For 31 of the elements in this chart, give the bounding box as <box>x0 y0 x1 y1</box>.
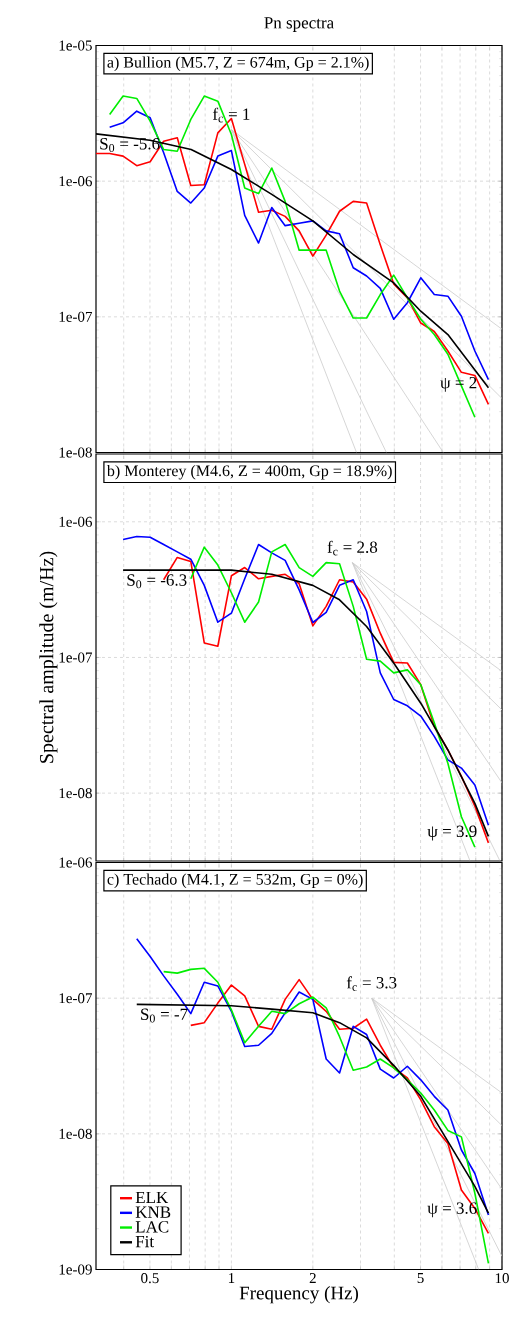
x-tick-label: 5 <box>417 1273 424 1284</box>
legend-label: Fit <box>135 1235 155 1248</box>
x-tick-label: 1 <box>228 1273 235 1283</box>
annotation: f$_{c}$ = 1 <box>212 107 250 123</box>
annotation: f$_{c}$ = 2.8 <box>327 540 378 556</box>
y-tick-label: 1e-08 <box>59 788 92 799</box>
x-tick-label: 2 <box>309 1273 316 1283</box>
text: c) Techado (M4.1, Z = 532m, Gp = 0%) <box>107 873 363 888</box>
y-tick-label: 1e-06 <box>59 857 93 868</box>
x-tick-label: 10 <box>495 1273 509 1284</box>
legend-label: ELK <box>135 1191 169 1204</box>
x-tick-label: 0.5 <box>141 1273 159 1284</box>
y-tick-label: 1e-08 <box>59 1128 92 1139</box>
y-tick-label: 1e-06 <box>59 176 93 187</box>
y-axis-title: Spectral amplitude (m/Hz) <box>39 551 58 763</box>
y-tick-label: 1e-07 <box>59 311 93 322</box>
chart-title: Pn spectra <box>264 17 334 32</box>
legend-label: LAC <box>135 1221 169 1233</box>
y-tick-label: 1e-08 <box>59 447 92 458</box>
x-axis-title: Frequency (Hz) <box>239 1286 359 1304</box>
annotation: f$_{c}$ = 3.3 <box>346 976 397 991</box>
legend-label: KNB <box>135 1206 171 1218</box>
text: b) Monterey (M4.6, Z = 400m, Gp = 18.9%) <box>106 464 392 480</box>
y-tick-label: 1e-07 <box>59 652 93 663</box>
text: a) Bullion (M5.7, Z = 674m, Gp = 2.1%) <box>107 56 369 71</box>
y-tick-label: 1e-06 <box>59 516 93 527</box>
annotation: S$_{0}$ = -7 <box>141 1008 188 1023</box>
y-tick-label: 1e-05 <box>59 40 92 51</box>
y-tick-label: 1e-07 <box>59 993 93 1004</box>
y-tick-label: 1e-09 <box>59 1264 92 1275</box>
annotation: S$_{0}$ = -6.3 <box>127 574 187 589</box>
